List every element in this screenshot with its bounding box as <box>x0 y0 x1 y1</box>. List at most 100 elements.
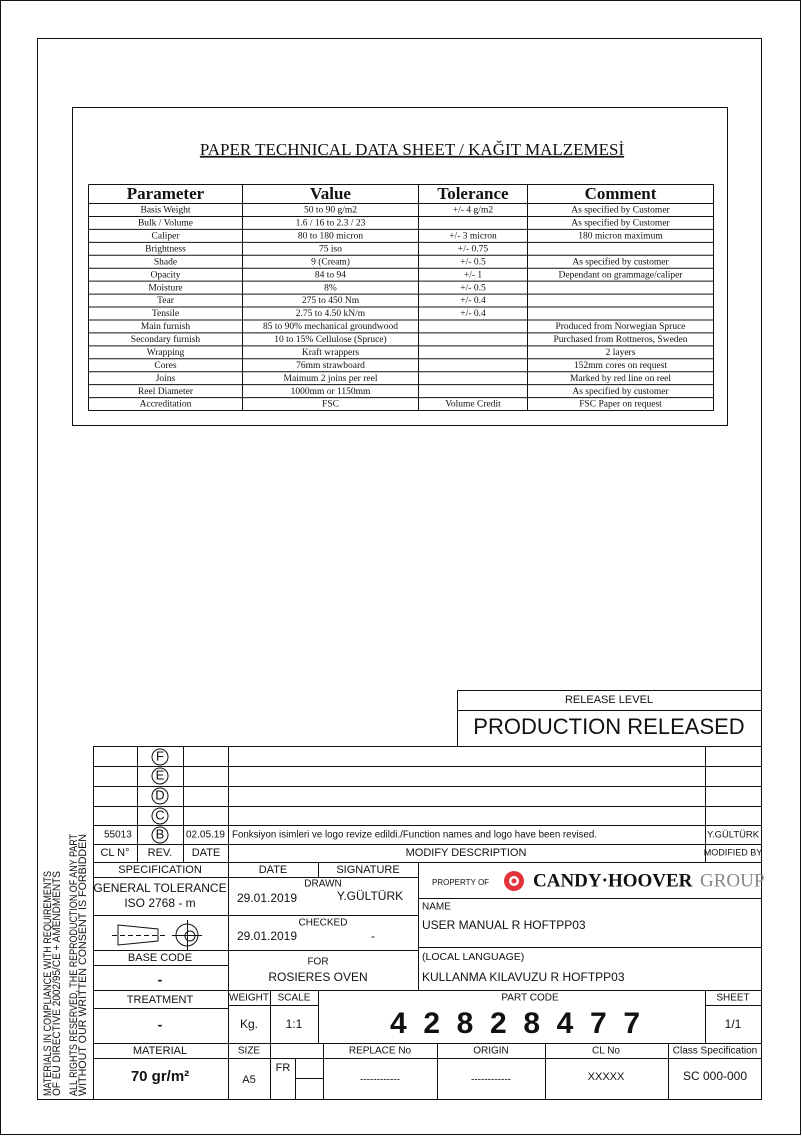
label: SIGNATURE <box>336 864 399 876</box>
value: 29.01.2019 <box>237 929 297 943</box>
table-cell: 50 to 90 g/m2 <box>304 206 357 216</box>
label: SHEET <box>716 993 749 1004</box>
table-header: Parameter <box>127 184 205 203</box>
table-cell: 180 micron maximum <box>578 232 663 242</box>
label: PROPERTY OF <box>432 878 489 887</box>
table-cell: Brightness <box>145 244 186 254</box>
value: ISO 2768 - m <box>124 896 195 910</box>
table-cell: As specified by customer <box>572 256 669 267</box>
table-cell: +/- 0.5 <box>460 257 486 267</box>
value: - <box>158 972 163 988</box>
label: PART CODE <box>501 993 559 1004</box>
value: SC 000-000 <box>683 1069 747 1083</box>
rev-letter: C <box>155 807 164 822</box>
table-cell: Joins <box>156 374 176 384</box>
table-header: Tolerance <box>437 184 509 203</box>
label: FOR <box>307 957 328 968</box>
label: REPLACE No <box>349 1046 412 1057</box>
table-cell: 275 to 450 Nm <box>302 296 360 306</box>
value: XXXXX <box>588 1071 625 1083</box>
side-note: MATERIALS IN COMPLIANCE WITH REQUIREMENT… <box>42 871 54 1096</box>
label: CHECKED <box>299 918 348 929</box>
doc-title: PAPER TECHNICAL DATA SHEET / KAĞIT MALZE… <box>200 140 625 159</box>
table-cell: Wrapping <box>147 348 185 358</box>
rev-header: MODIFIED BY <box>704 847 763 857</box>
table-cell: As specified by Customer <box>571 205 670 216</box>
rev-date: 02.05.19 <box>186 830 225 841</box>
value: 1:1 <box>286 1017 303 1031</box>
table-cell: 1.6 / 16 to 2.3 / 23 <box>296 219 366 229</box>
table-cell: Bulk / Volume <box>138 219 193 229</box>
logo-mark <box>504 871 524 891</box>
rev-letter: D <box>155 787 164 802</box>
table-cell: Moisture <box>148 283 182 293</box>
table-cell: +/- 0.5 <box>460 283 486 293</box>
table-cell: FSC <box>322 400 339 410</box>
value: GENERAL TOLERANCE <box>93 881 226 895</box>
rev-letter: B <box>156 826 165 841</box>
label: MATERIAL <box>133 1045 187 1057</box>
table-cell: Accreditation <box>140 400 192 410</box>
value: Kg. <box>240 1017 258 1031</box>
table-cell: 84 to 94 <box>315 270 346 280</box>
table-cell: Maimum 2 joins per reel <box>284 374 378 384</box>
table-cell: 75 iso <box>319 244 342 254</box>
label: BASE CODE <box>128 952 192 964</box>
table-cell: +/- 1 <box>464 270 483 280</box>
value: ------------ <box>471 1075 511 1086</box>
table-cell: Secondary furnish <box>131 334 201 345</box>
company-group: GROUP <box>700 870 764 891</box>
rev-letter: F <box>156 748 164 763</box>
table-cell: Basis Weight <box>141 206 191 216</box>
rev-header: CL N° <box>100 847 129 859</box>
table-cell: Tensile <box>152 309 179 319</box>
label: (LOCAL LANGUAGE) <box>422 951 524 963</box>
table-header: Value <box>310 184 351 203</box>
table-cell: Purchased from Rottneros, Sweden <box>553 334 687 345</box>
label: DATE <box>259 864 288 876</box>
label: Class Specification <box>673 1046 757 1057</box>
table-cell: 152mm cores on request <box>574 361 667 371</box>
rev-header: MODIFY DESCRIPTION <box>406 847 527 859</box>
table-cell: 10 to 15% Cellulose (Spruce) <box>274 334 386 345</box>
table-cell: As specified by Customer <box>571 218 670 229</box>
rev-description: Fonksiyon isimleri ve logo revize edildi… <box>232 830 597 841</box>
table-cell: 80 to 180 micron <box>298 232 363 242</box>
company: CANDY·HOOVER <box>533 870 693 891</box>
table-cell: Main furnish <box>141 321 191 332</box>
rev-modified-by: Y.GÜLTÜRK <box>707 830 760 841</box>
label: DRAWN <box>304 879 341 890</box>
value: - <box>371 929 375 943</box>
table-cell: Produced from Norwegian Spruce <box>555 321 685 332</box>
label: WEIGHT <box>229 993 269 1004</box>
table-cell: FSC Paper on request <box>579 400 662 410</box>
table-cell: Tear <box>157 296 175 306</box>
rev-header: REV. <box>148 847 173 859</box>
side-note: WITHOUT OUR WRITTEN CONSENT IS FORBIDDEN <box>77 834 89 1096</box>
label: SCALE <box>278 993 311 1004</box>
table-cell: Reel Diameter <box>138 387 194 397</box>
table-cell: Cores <box>154 361 176 371</box>
table-cell: 9 (Cream) <box>311 256 350 267</box>
table-cell: 1000mm or 1150mm <box>291 387 371 397</box>
side-note: OF EU DIRECTIVE 2002/95/CE + AMENDMENTS <box>51 871 63 1096</box>
side-note: ALL RIGHTS RESERVED, THE REPRODUCTION OF… <box>68 834 80 1096</box>
table-cell: Shade <box>154 257 177 267</box>
value: 1/1 <box>725 1017 742 1031</box>
table-cell: Dependant on grammage/caliper <box>559 270 684 280</box>
rev-header: DATE <box>192 847 221 859</box>
label: TREATMENT <box>127 994 194 1006</box>
value: - <box>158 1017 163 1033</box>
release-status: PRODUCTION RELEASED <box>473 714 744 739</box>
label: ORIGIN <box>473 1046 509 1057</box>
table-cell: Marked by red line on reel <box>570 374 671 384</box>
label: SIZE <box>238 1046 261 1057</box>
table-cell: +/- 0.4 <box>460 296 486 306</box>
value: Y.GÜLTÜRK <box>337 889 403 903</box>
table-cell: 2 layers <box>606 348 636 358</box>
table-cell: +/- 0.4 <box>460 309 486 319</box>
table-cell: 8% <box>324 283 337 293</box>
table-cell: 2.75 to 4.50 kN/m <box>296 309 366 319</box>
